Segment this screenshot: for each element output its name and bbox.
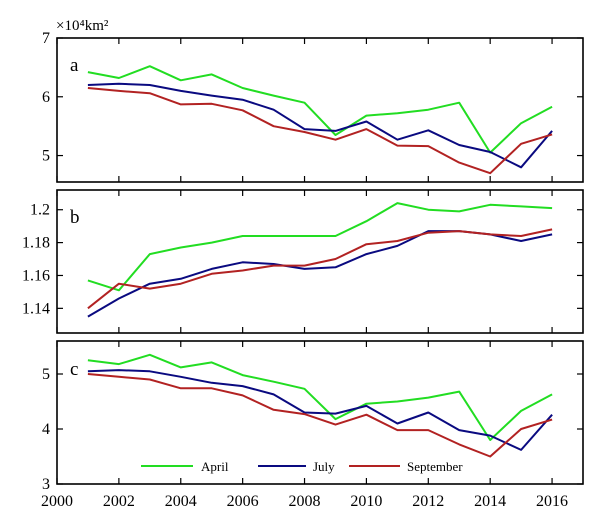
series-line-july bbox=[87, 82, 553, 169]
series-line-april bbox=[87, 353, 553, 441]
panel-c: 3 4 5 2000 2002 2004 2006 2008 2010 2012 2014 2016 c… bbox=[41, 340, 584, 510]
x-tick-label: 2016 bbox=[536, 493, 568, 510]
series-line-september bbox=[87, 87, 553, 175]
axes-frame bbox=[56, 340, 584, 485]
y-tick-label: 6 bbox=[42, 89, 50, 106]
legend: April July September bbox=[141, 459, 463, 474]
y-tick-label: 3 bbox=[42, 476, 50, 493]
axes-frame bbox=[56, 189, 584, 334]
y-tick-label: 1.18 bbox=[22, 235, 50, 252]
panel-label: a bbox=[70, 55, 79, 76]
legend-label-july: July bbox=[313, 459, 335, 474]
y-tick-label: 5 bbox=[42, 366, 50, 383]
panel-a: 5 6 7 a ×10⁴km² bbox=[42, 18, 584, 183]
series-line-july bbox=[87, 369, 553, 451]
x-tick-label: 2008 bbox=[289, 493, 321, 510]
x-tick-label: 2010 bbox=[350, 493, 382, 510]
x-tick-label: 2006 bbox=[227, 493, 259, 510]
legend-label-april: April bbox=[201, 459, 229, 474]
panel-label: c bbox=[70, 359, 78, 380]
series-line-september bbox=[87, 373, 553, 458]
y-tick-label: 7 bbox=[42, 30, 50, 47]
series-line-april bbox=[87, 202, 553, 292]
y-tick-label: 1.16 bbox=[22, 267, 50, 284]
panel-b: 1.14 1.16 1.18 1.2 b bbox=[22, 189, 584, 334]
series-line-july bbox=[87, 230, 553, 318]
x-tick-label: 2014 bbox=[474, 493, 506, 510]
x-tick-label: 2002 bbox=[103, 493, 135, 510]
series-line-april bbox=[87, 65, 553, 154]
y-tick-label: 1.2 bbox=[30, 202, 50, 219]
x-tick-label: 2000 bbox=[41, 493, 73, 510]
series-line-september bbox=[87, 228, 553, 310]
legend-label-september: September bbox=[407, 459, 463, 474]
y-tick-label: 4 bbox=[42, 421, 50, 438]
panel-label: b bbox=[70, 207, 80, 228]
x-tick-label: 2004 bbox=[165, 493, 197, 510]
y-tick-label: 1.14 bbox=[22, 300, 50, 317]
x-tick-label: 2012 bbox=[412, 493, 444, 510]
axes-frame bbox=[56, 37, 584, 183]
y-tick-label: 5 bbox=[42, 148, 50, 165]
unit-label: ×10⁴km² bbox=[56, 18, 109, 34]
